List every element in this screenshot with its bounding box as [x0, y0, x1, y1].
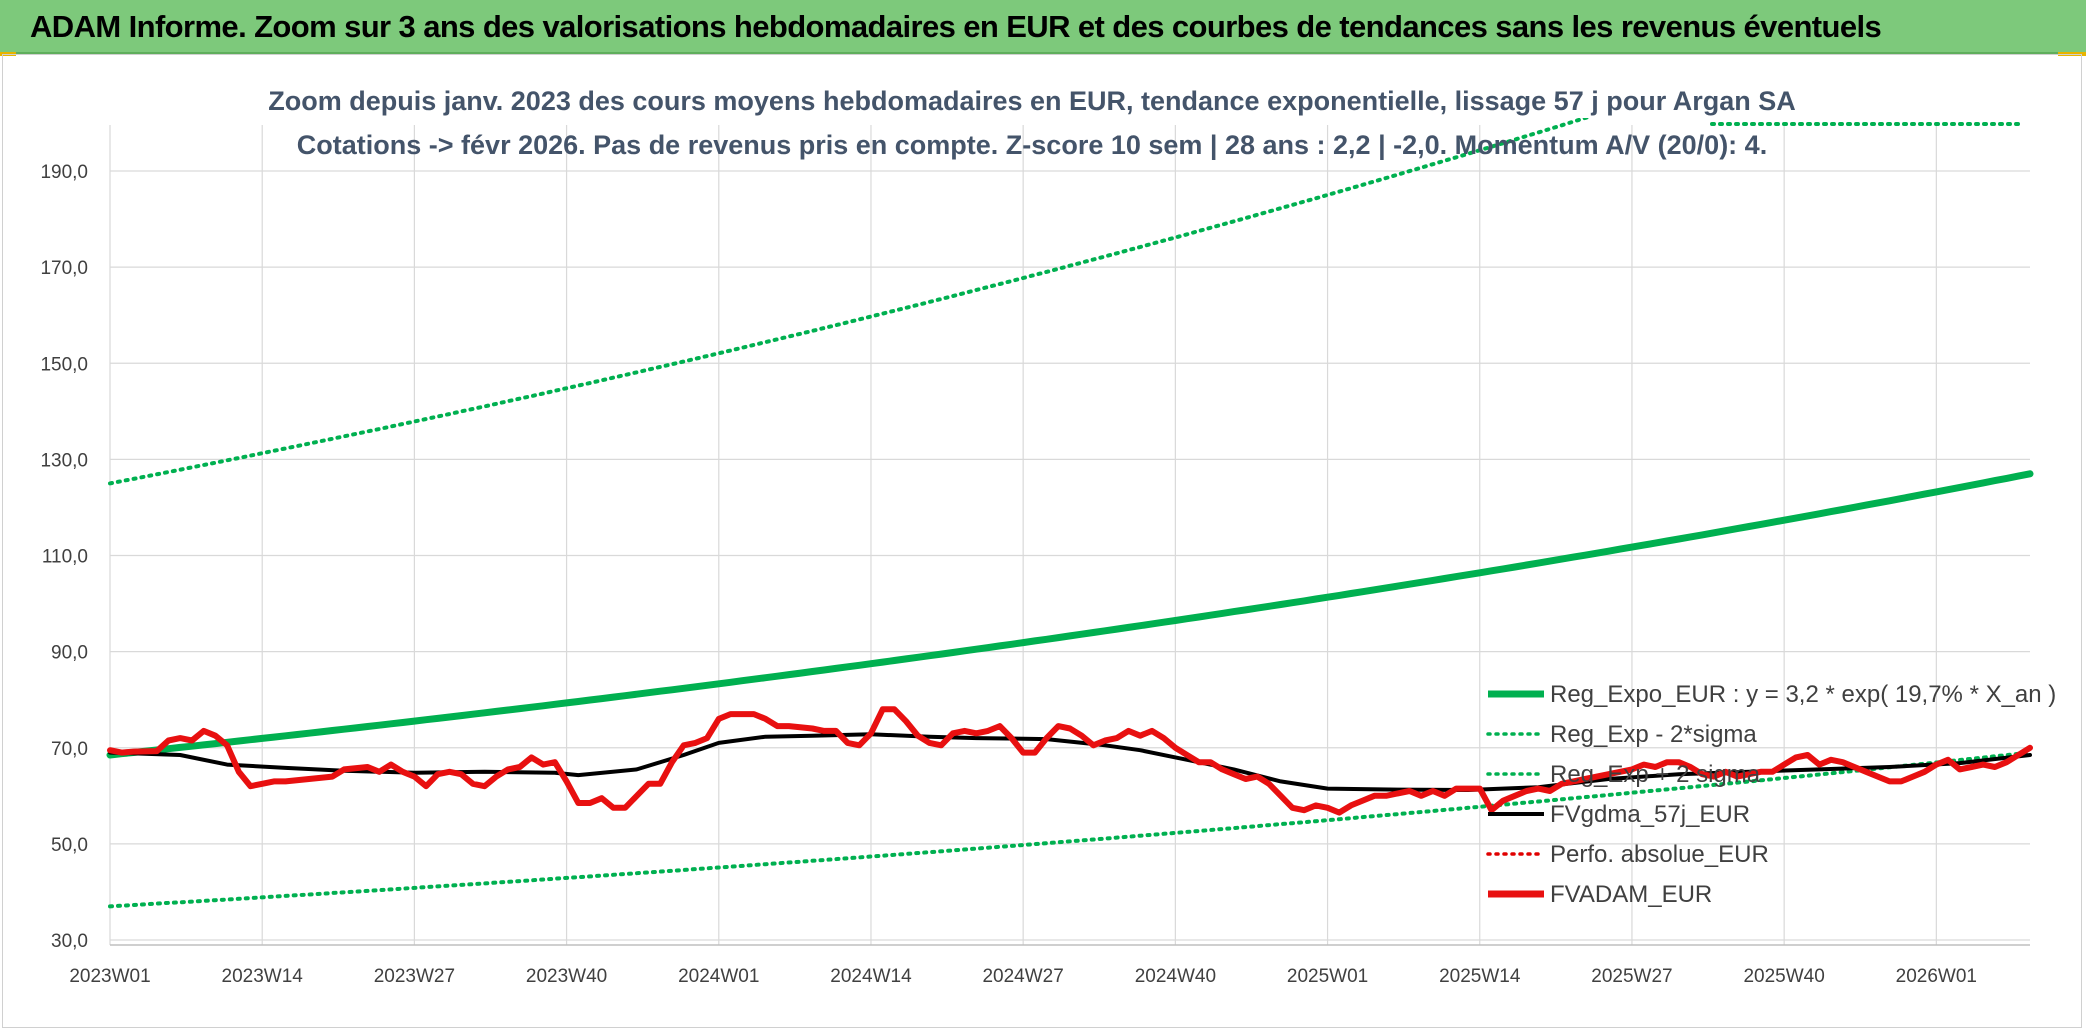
- y-tick-label: 30,0: [51, 931, 88, 952]
- legend: Reg_Expo_EUR : y = 3,2 * exp( 19,7% * X_…: [1486, 681, 2056, 908]
- series-fvadam-eur: [107, 706, 2033, 816]
- x-tick-label: 2024W01: [678, 966, 759, 987]
- y-tick-label: 190,0: [40, 162, 88, 183]
- legend-label: Reg_Expo_EUR : y = 3,2 * exp( 19,7% * X_…: [1550, 681, 2056, 708]
- x-tick-label: 2025W14: [1439, 966, 1521, 987]
- x-tick-label: 2023W14: [222, 966, 304, 987]
- legend-label: Reg_Exp + 2 sigma: [1550, 761, 1761, 788]
- legend-label: Reg_Exp - 2*sigma: [1550, 721, 1757, 748]
- banner: ADAM Informe. Zoom sur 3 ans des valoris…: [0, 0, 2086, 54]
- legend-label: FVADAM_EUR: [1550, 881, 1712, 908]
- y-tick-label: 170,0: [40, 258, 88, 279]
- series-reg-exp-2-sigma: [108, 118, 1592, 486]
- y-tick-label: 70,0: [51, 739, 88, 760]
- y-tick-label: 130,0: [40, 450, 88, 471]
- legend-label: Perfo. absolue_EUR: [1550, 841, 1769, 868]
- chart-frame: [2, 54, 2082, 1028]
- x-tick-label: 2023W27: [374, 966, 455, 987]
- y-tick-label: 50,0: [51, 835, 88, 856]
- x-tick-label: 2025W27: [1591, 966, 1672, 987]
- y-tick-label: 110,0: [42, 547, 88, 568]
- series-reg-expo-eur: [106, 470, 2034, 759]
- x-tick-label: 2024W40: [1135, 966, 1216, 987]
- series-group: [106, 118, 2034, 909]
- x-tick-label: 2026W01: [1896, 966, 1977, 987]
- chart-title-line-2: Cotations -> févr 2026. Pas de revenus p…: [297, 130, 1767, 160]
- y-tick-label: 150,0: [40, 354, 88, 375]
- x-tick-label: 2024W14: [830, 966, 912, 987]
- y-tick-label: 90,0: [51, 643, 88, 664]
- x-tick-label: 2023W01: [69, 966, 150, 987]
- x-tick-label: 2023W40: [526, 966, 607, 987]
- x-axis-ticks: 2023W01 2023W14 2023W27 2023W40 2024W01 2024W…: [69, 966, 1977, 987]
- legend-label: FVgdma_57j_EUR: [1550, 801, 1750, 828]
- x-tick-label: 2024W27: [982, 966, 1063, 987]
- chart-title-line-1: Zoom depuis janv. 2023 des cours moyens …: [268, 86, 1795, 116]
- gridlines: [109, 125, 2030, 946]
- banner-title: ADAM Informe. Zoom sur 3 ans des valoris…: [30, 9, 1882, 44]
- y-axis-ticks: 30,0 50,0 70,0 90,0 110,0 130,0 150,0 170,0 190,…: [40, 162, 88, 952]
- x-tick-label: 2025W01: [1287, 966, 1368, 987]
- series-reg-exp-2-sigma: [108, 750, 2032, 909]
- x-tick-label: 2025W40: [1743, 966, 1824, 987]
